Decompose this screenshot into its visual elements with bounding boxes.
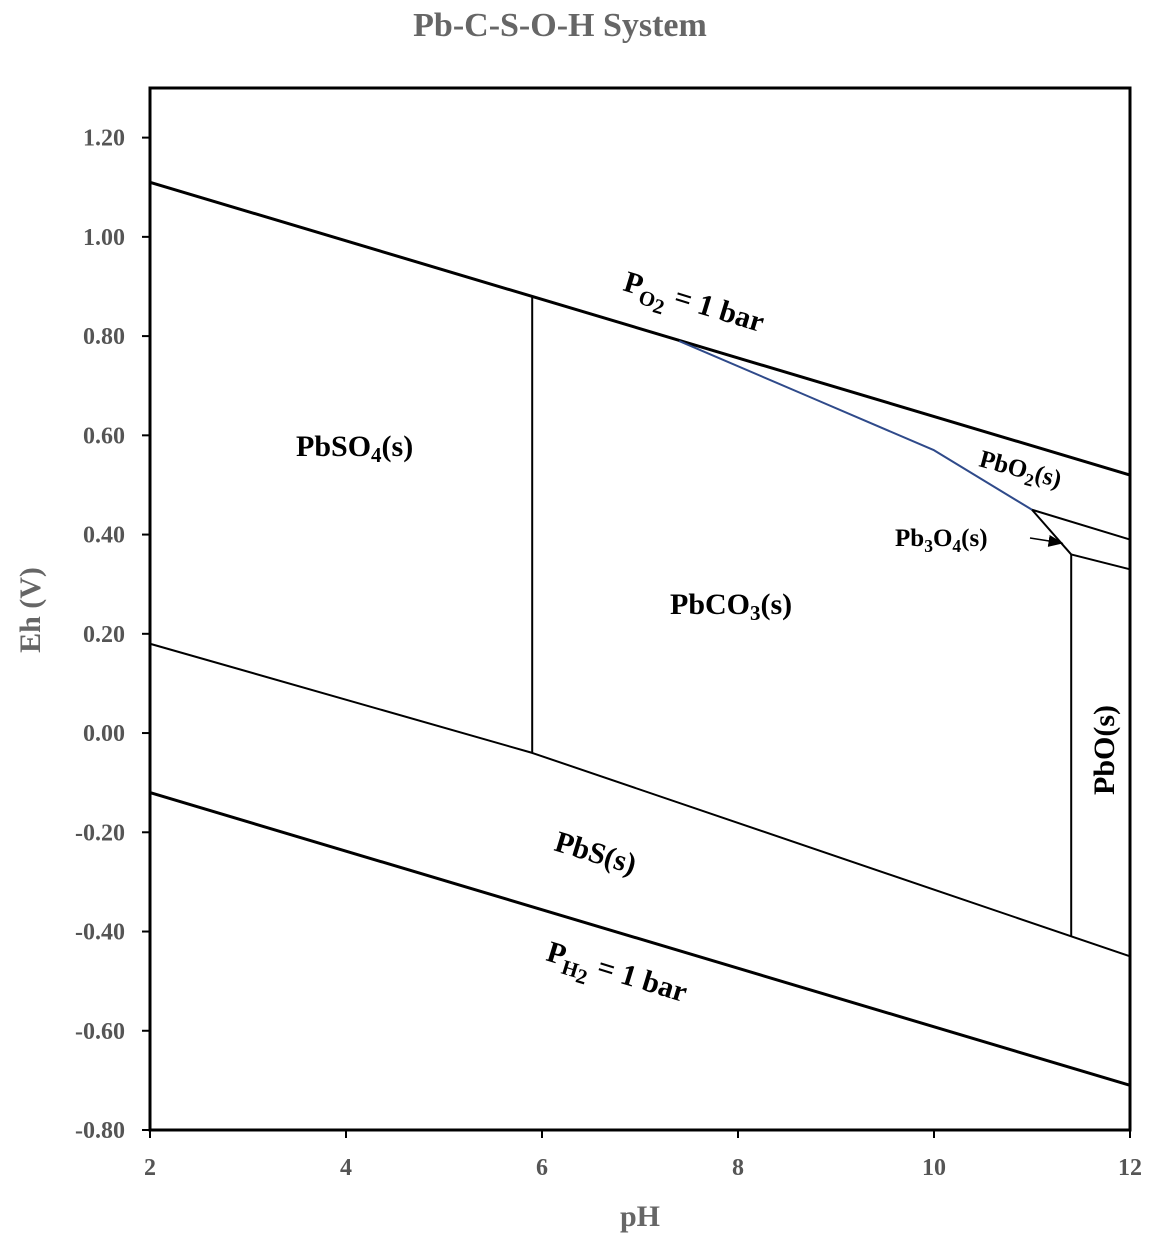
boundary-line-2 (149, 791, 1131, 1087)
boundary-line-7 (1031, 509, 1072, 556)
boundary-line-3 (149, 642, 1131, 958)
y-tick-label: -0.20 (75, 820, 125, 846)
x-tick-label: 4 (340, 1155, 352, 1181)
x-tick-label: 12 (1118, 1155, 1142, 1181)
pbo-label: PbO(s) (1088, 705, 1121, 795)
chart-title: Pb-C-S-O-H System (413, 7, 707, 44)
y-tick-label: 0.60 (83, 423, 125, 449)
y-tick-label: 1.20 (83, 126, 125, 152)
po2-boundary-label: PO2 = 1 bar (617, 265, 768, 348)
pbso4-label: PbSO4(s) (296, 430, 413, 467)
boundary-line-6 (1031, 508, 1131, 541)
y-tick-label: 0.80 (83, 324, 125, 350)
x-tick-label: 10 (922, 1155, 946, 1181)
x-axis-title: pH (620, 1200, 660, 1233)
boundary-lines (149, 180, 1131, 1087)
boundary-line-5 (678, 340, 1033, 511)
boundary-line-1 (149, 180, 1131, 477)
y-tick-label: 1.00 (83, 225, 125, 251)
x-tick-label: 6 (536, 1155, 548, 1181)
pbco3-label: PbCO3(s) (670, 588, 792, 625)
y-tick-label: -0.80 (75, 1118, 125, 1144)
y-tick-label: 0.40 (83, 523, 125, 549)
x-tick-label: 2 (144, 1155, 156, 1181)
axis-ticks: 2 4 6 8 10 12 -0.80 -0.60 -0.40 -0.20 0.00 0.20 0.40… (75, 126, 1142, 1181)
boundary-line-8 (1070, 553, 1131, 571)
plot-area (148, 86, 1132, 1132)
pbs-label: PbS(s) (551, 825, 640, 881)
y-axis-title: Eh (V) (14, 567, 47, 653)
y-tick-label: 0.20 (83, 622, 125, 648)
x-tick-label: 8 (732, 1155, 744, 1181)
y-tick-label: -0.40 (75, 920, 125, 946)
pbo2-label: PbO2(s) (975, 446, 1064, 498)
pb3o4-label: Pb3O4(s) (895, 525, 988, 556)
y-tick-label: 0.00 (83, 721, 125, 747)
pb3o4-arrow (1029, 534, 1064, 547)
y-tick-label: -0.60 (75, 1019, 125, 1045)
